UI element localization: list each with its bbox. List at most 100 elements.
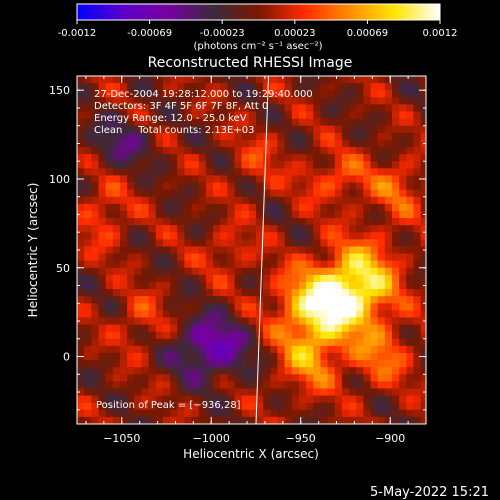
heatmap-cell xyxy=(112,147,121,155)
heatmap-cell xyxy=(327,104,336,112)
heatmap-cell xyxy=(220,317,228,325)
heatmap-cell xyxy=(141,260,149,269)
heatmap-cell xyxy=(105,303,114,311)
heatmap-cell xyxy=(277,296,286,304)
heatmap-cell xyxy=(177,317,185,325)
heatmap-cell xyxy=(327,274,336,283)
heatmap-cell xyxy=(234,402,243,411)
heatmap-cell xyxy=(220,189,228,198)
heatmap-cell xyxy=(334,331,343,340)
heatmap-cell xyxy=(270,218,278,226)
heatmap-cell xyxy=(162,175,171,183)
heatmap-cell xyxy=(184,139,192,148)
heatmap-cell xyxy=(84,196,92,205)
heatmap-cell xyxy=(77,402,85,411)
heatmap-cell xyxy=(162,189,171,198)
heatmap-cell xyxy=(270,76,278,84)
heatmap-cell xyxy=(241,303,250,311)
heatmap-cell xyxy=(234,104,243,112)
heatmap-cell xyxy=(327,253,336,262)
heatmap-cell xyxy=(155,83,164,91)
heatmap-cell xyxy=(205,296,214,304)
heatmap-cell xyxy=(84,225,92,233)
heatmap-cell xyxy=(306,218,314,226)
heatmap-cell xyxy=(177,210,185,219)
heatmap-cell xyxy=(277,147,286,155)
heatmap-cell xyxy=(377,296,386,304)
heatmap-cell xyxy=(327,289,336,297)
heatmap-cell xyxy=(220,246,228,254)
heatmap-cell xyxy=(399,139,407,148)
heatmap-cell xyxy=(349,225,357,233)
heatmap-cell xyxy=(148,139,157,148)
heatmap-cell xyxy=(177,189,185,198)
heatmap-cell xyxy=(320,189,328,198)
heatmap-cell xyxy=(399,232,407,240)
heatmap-cell xyxy=(420,125,426,134)
heatmap-cell xyxy=(205,111,214,120)
heatmap-cell xyxy=(91,232,99,240)
heatmap-cell xyxy=(391,367,400,375)
heatmap-cell xyxy=(384,388,393,396)
heatmap-cell xyxy=(263,161,271,169)
heatmap-cell xyxy=(119,168,128,176)
heatmap-cell xyxy=(134,303,142,311)
heatmap-cell xyxy=(141,388,149,396)
heatmap-cell xyxy=(205,182,214,191)
heatmap-cell xyxy=(141,281,149,290)
heatmap-cell xyxy=(406,132,414,141)
heatmap-cell xyxy=(413,189,422,198)
heatmap-cell xyxy=(320,345,328,354)
heatmap-cell xyxy=(191,83,200,91)
heatmap-cell xyxy=(291,161,300,169)
heatmap-cell xyxy=(384,239,393,247)
heatmap-cell xyxy=(170,338,178,347)
heatmap-cell xyxy=(91,267,99,276)
heatmap-cell xyxy=(420,83,426,91)
heatmap-cell xyxy=(77,296,85,304)
heatmap-cell xyxy=(141,338,149,347)
heatmap-cell xyxy=(413,118,422,127)
heatmap-cell xyxy=(191,360,200,368)
heatmap-cell xyxy=(377,260,386,269)
heatmap-cell xyxy=(263,381,271,389)
heatmap-cell xyxy=(391,168,400,176)
heatmap-cell xyxy=(170,168,178,176)
heatmap-cell xyxy=(91,352,99,361)
heatmap-cell xyxy=(98,83,107,91)
heatmap-cell xyxy=(170,154,178,162)
heatmap-cell xyxy=(399,274,407,283)
heatmap-cell xyxy=(370,352,379,361)
heatmap-cell xyxy=(119,104,128,112)
heatmap-cell xyxy=(177,345,185,354)
heatmap-cell xyxy=(406,416,414,424)
heatmap-cell xyxy=(84,289,92,297)
heatmap-cell xyxy=(155,367,164,375)
heatmap-cell xyxy=(270,253,278,262)
heatmap-cell xyxy=(148,360,157,368)
heatmap-cell xyxy=(377,225,386,233)
heatmap-cell xyxy=(91,154,99,162)
heatmap-cell xyxy=(91,281,99,290)
heatmap-cell xyxy=(313,395,321,404)
heatmap-cell xyxy=(349,317,357,325)
heatmap-cell xyxy=(148,274,157,283)
heatmap-cell xyxy=(420,168,426,176)
heatmap-cell xyxy=(270,395,278,404)
heatmap-cell xyxy=(406,175,414,183)
heatmap-cell xyxy=(413,154,422,162)
heatmap-cell xyxy=(377,218,386,226)
heatmap-cell xyxy=(248,395,257,404)
heatmap-cell xyxy=(134,118,142,127)
heatmap-cell xyxy=(241,260,250,269)
heatmap-cell xyxy=(399,395,407,404)
heatmap-cell xyxy=(105,409,114,418)
heatmap-cell xyxy=(413,331,422,340)
heatmap-cell xyxy=(327,402,336,411)
heatmap-cell xyxy=(105,381,114,389)
heatmap-cell xyxy=(191,260,200,269)
heatmap-cell xyxy=(306,147,314,155)
heatmap-cell xyxy=(241,232,250,240)
heatmap-cell xyxy=(148,189,157,198)
